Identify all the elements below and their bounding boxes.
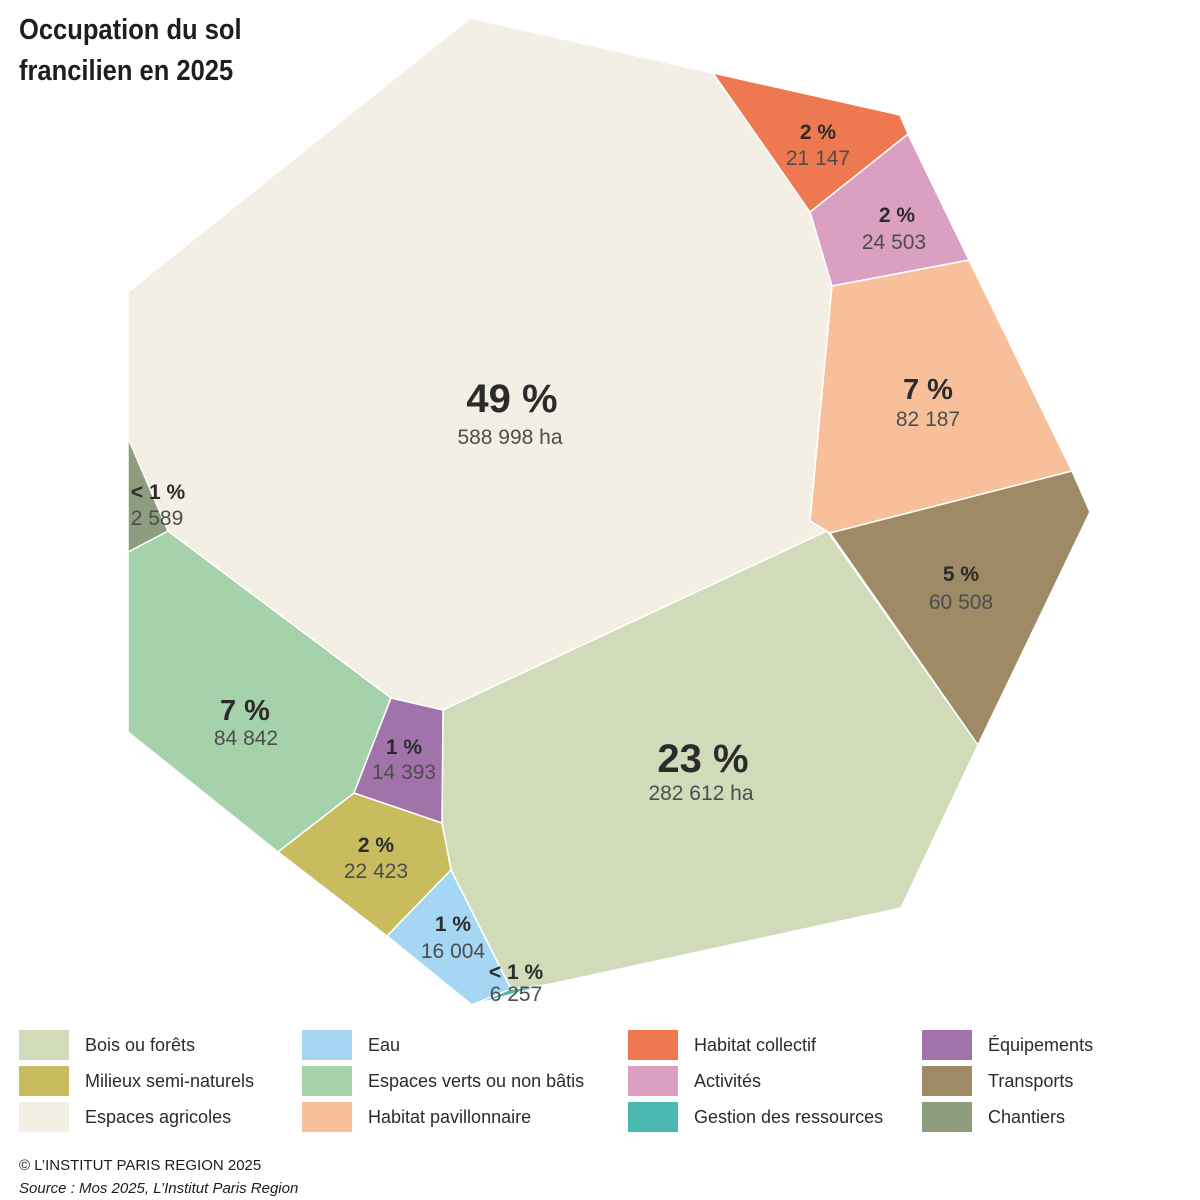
percent-label-transports: 5 % [943,563,980,586]
percent-label-espaces-agricoles: 49 % [466,377,557,421]
value-label-gestion-des-ressources: 6 257 [490,983,543,1006]
value-label-espaces-verts-ou-non-batis: 84 842 [214,727,278,750]
percent-label-eau: 1 % [435,913,472,936]
percent-label-bois-ou-forets: 23 % [657,737,748,781]
percent-label-gestion-des-ressources: < 1 % [489,961,544,984]
value-label-eau: 16 004 [421,940,486,963]
percent-label-milieux-semi-naturels: 2 % [358,834,395,857]
value-label-transports: 60 508 [929,591,993,614]
value-label-habitat-collectif: 21 147 [786,147,850,170]
source-line: Source : Mos 2025, L’Institut Paris Regi… [19,1180,298,1197]
percent-label-habitat-collectif: 2 % [800,121,837,144]
percent-label-activites: 2 % [879,204,916,227]
percent-label-chantiers: < 1 % [131,481,186,504]
percent-label-espaces-verts-ou-non-batis: 7 % [220,695,270,727]
percent-label-equipements: 1 % [386,736,423,759]
value-label-milieux-semi-naturels: 22 423 [344,860,408,883]
value-label-activites: 24 503 [862,231,926,254]
credit-line: © L’INSTITUT PARIS REGION 2025 [19,1157,261,1174]
voronoi-treemap: 49 %588 998 ha23 %282 612 ha7 %84 8427 %… [0,0,1200,1200]
percent-label-habitat-pavillonnaire: 7 % [903,374,953,406]
value-label-habitat-pavillonnaire: 82 187 [896,408,960,431]
value-label-espaces-agricoles: 588 998 ha [457,426,562,449]
value-label-equipements: 14 393 [372,761,436,784]
value-label-bois-ou-forets: 282 612 ha [648,782,753,805]
value-label-chantiers: 2 589 [131,507,184,530]
